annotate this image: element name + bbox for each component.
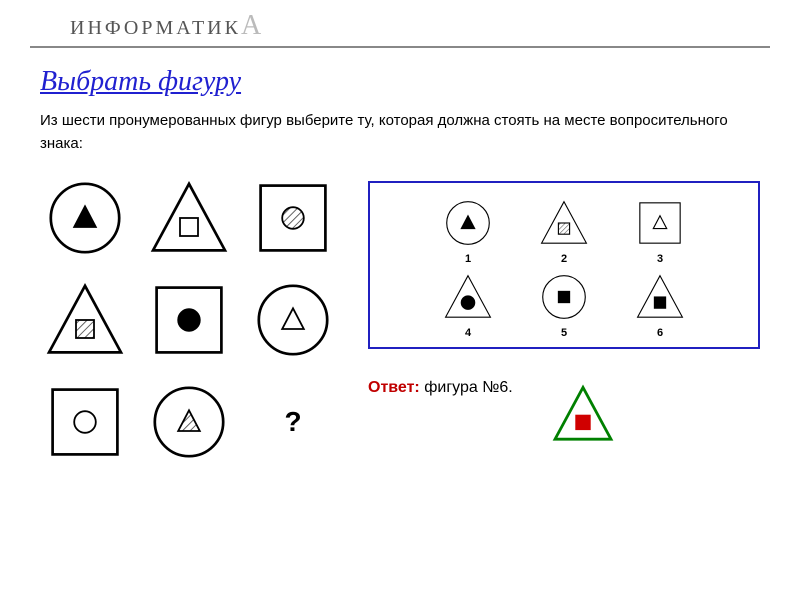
answer-value: фигура №6. — [424, 379, 513, 396]
puzzle-cell — [144, 275, 234, 365]
option-item[interactable]: 1 — [429, 195, 507, 265]
options-grid: 1 2 3 4 5 6 — [388, 195, 740, 339]
option-number: 6 — [657, 327, 663, 339]
option-item[interactable]: 5 — [525, 269, 603, 339]
puzzle-cell — [144, 173, 234, 263]
puzzle-cell: ? — [248, 377, 338, 467]
option-item[interactable]: 4 — [429, 269, 507, 339]
puzzle-cell — [40, 173, 130, 263]
answer-row: Ответ: фигура №6. — [368, 379, 760, 454]
puzzle-cell — [40, 377, 130, 467]
puzzle-cell — [144, 377, 234, 467]
puzzle-cell — [248, 275, 338, 365]
option-item[interactable]: 6 — [621, 269, 699, 339]
page-title: Выбрать фигуру — [40, 66, 760, 98]
answer-label: Ответ: — [368, 379, 420, 396]
option-item[interactable]: 2 — [525, 195, 603, 265]
answer-text: Ответ: фигура №6. — [368, 379, 513, 397]
right-column: 1 2 3 4 5 6 Ответ: фигура №6. — [368, 173, 760, 467]
option-number: 3 — [657, 253, 663, 265]
brand-text: ИНФОРМАТИКА — [70, 17, 264, 39]
option-number: 4 — [465, 327, 471, 339]
puzzle-cell — [248, 173, 338, 263]
option-item[interactable]: 3 — [621, 195, 699, 265]
puzzle-cell — [40, 275, 130, 365]
instruction-text: Из шести пронумерованных фигур выберите … — [40, 110, 760, 155]
options-box: 1 2 3 4 5 6 — [368, 181, 760, 349]
option-number: 5 — [561, 327, 567, 339]
content-row: ? 1 2 3 4 5 6 Ответ: фигура №6. — [0, 173, 800, 467]
page-header: ИНФОРМАТИКА — [30, 0, 770, 48]
option-number: 2 — [561, 253, 567, 265]
puzzle-grid: ? — [40, 173, 338, 467]
answer-figure — [543, 379, 623, 454]
option-number: 1 — [465, 253, 471, 265]
